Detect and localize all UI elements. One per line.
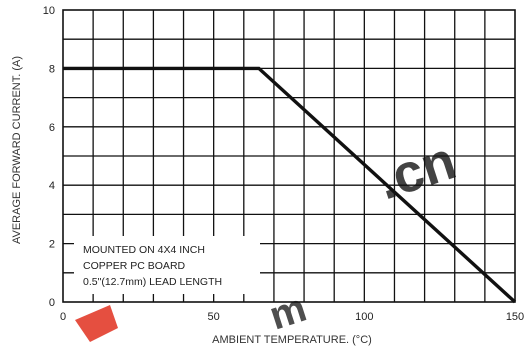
annotation-line-3: 0.5"(12.7mm) LEAD LENGTH <box>83 276 222 288</box>
x-tick-label: 100 <box>355 311 373 323</box>
x-tick-label: 0 <box>60 311 66 323</box>
y-tick-labels: 0 2 4 6 8 10 <box>43 5 55 309</box>
derating-curve <box>63 66 517 304</box>
y-tick-label: 6 <box>49 122 55 134</box>
annotation-line-1: MOUNTED ON 4X4 INCH <box>83 244 205 256</box>
watermark-logo-mark <box>75 305 118 342</box>
watermark-text: .cn <box>370 130 463 211</box>
y-axis-label: AVERAGE FORWARD CURRENT. (A) <box>11 56 23 244</box>
plot-frame <box>62 9 516 303</box>
x-tick-label: 150 <box>506 311 524 323</box>
y-tick-label: 10 <box>43 5 55 17</box>
annotation-box: MOUNTED ON 4X4 INCH COPPER PC BOARD 0.5"… <box>74 236 260 294</box>
annotation-background <box>74 236 260 294</box>
y-tick-label: 4 <box>49 180 55 192</box>
annotation-line-2: COPPER PC BOARD <box>83 260 186 272</box>
x-tick-labels: 0 50 100 150 <box>60 311 524 323</box>
x-axis-label: AMBIENT TEMPERATURE. (°C) <box>212 334 372 346</box>
x-tick-label: 50 <box>208 311 220 323</box>
y-tick-label: 2 <box>49 239 55 251</box>
y-tick-label: 0 <box>49 297 55 309</box>
series-layer <box>63 66 517 304</box>
plot-border <box>62 9 516 303</box>
y-tick-label: 8 <box>49 63 55 75</box>
